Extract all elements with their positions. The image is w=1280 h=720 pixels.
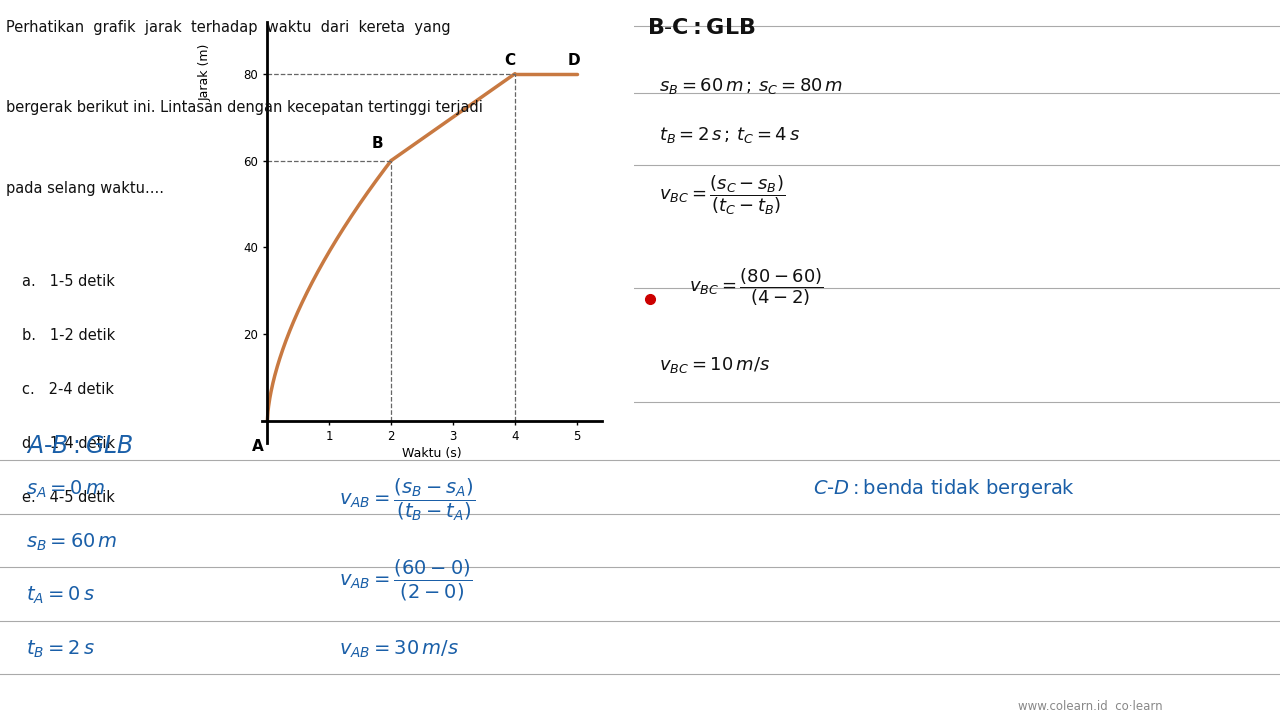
Text: C: C <box>504 53 516 68</box>
Text: D: D <box>567 53 580 68</box>
Text: c.   2-4 detik: c. 2-4 detik <box>22 382 114 397</box>
Text: A: A <box>252 439 264 454</box>
Text: www.colearn.id  co·learn: www.colearn.id co·learn <box>1018 700 1162 713</box>
Text: pada selang waktu....: pada selang waktu.... <box>6 181 164 196</box>
Text: a.   1-5 detik: a. 1-5 detik <box>22 274 115 289</box>
Text: $v_{BC} = \dfrac{(s_C - s_B)}{(t_C - t_B)}$: $v_{BC} = \dfrac{(s_C - s_B)}{(t_C - t_B… <box>659 174 786 217</box>
Text: $v_{AB} = \dfrac{(s_B - s_A)}{(t_B - t_A)}$: $v_{AB} = \dfrac{(s_B - s_A)}{(t_B - t_A… <box>339 477 475 523</box>
Text: $C\text{-}D : \mathrm{benda\ tidak\ bergerak}$: $C\text{-}D : \mathrm{benda\ tidak\ berg… <box>813 477 1075 500</box>
Text: $\mathit{A\text{-}B : GLB}$: $\mathit{A\text{-}B : GLB}$ <box>26 433 133 458</box>
Text: B: B <box>371 135 383 150</box>
Text: $v_{BC} = \dfrac{(80 - 60)}{(4 - 2)}$: $v_{BC} = \dfrac{(80 - 60)}{(4 - 2)}$ <box>689 266 823 307</box>
Text: $\mathbf{B\text{-}C : GLB}$: $\mathbf{B\text{-}C : GLB}$ <box>646 17 755 37</box>
Text: b.   1-2 detik: b. 1-2 detik <box>22 328 115 343</box>
Text: $s_A = 0\,m$: $s_A = 0\,m$ <box>26 478 105 500</box>
Text: $s_B = 60\,m$: $s_B = 60\,m$ <box>26 531 118 553</box>
Text: e.   4-5 detik: e. 4-5 detik <box>22 490 115 505</box>
Text: Perhatikan  grafik  jarak  terhadap  waktu  dari  kereta  yang: Perhatikan grafik jarak terhadap waktu d… <box>6 19 451 35</box>
Text: $v_{BC} = 10\,m/s$: $v_{BC} = 10\,m/s$ <box>659 355 771 375</box>
Text: $s_B = 60\,m\,;\,s_C = 80\,m$: $s_B = 60\,m\,;\,s_C = 80\,m$ <box>659 76 844 96</box>
Text: $v_{AB} = \dfrac{(60 - 0)}{(2 - 0)}$: $v_{AB} = \dfrac{(60 - 0)}{(2 - 0)}$ <box>339 558 472 603</box>
Y-axis label: Jarak (m): Jarak (m) <box>198 43 211 101</box>
Text: $t_B = 2\,s\,;\,t_C = 4\,s$: $t_B = 2\,s\,;\,t_C = 4\,s$ <box>659 125 801 145</box>
Text: $v_{AB} = 30\,m/s$: $v_{AB} = 30\,m/s$ <box>339 639 460 660</box>
Text: $t_B = 2\,s$: $t_B = 2\,s$ <box>26 639 95 660</box>
Text: d.   1-4 detik: d. 1-4 detik <box>22 436 115 451</box>
Text: $t_A = 0\,s$: $t_A = 0\,s$ <box>26 585 95 606</box>
X-axis label: Waktu (s): Waktu (s) <box>402 447 462 460</box>
Text: bergerak berikut ini. Lintasan dengan kecepatan tertinggi terjadi: bergerak berikut ini. Lintasan dengan ke… <box>6 100 484 115</box>
